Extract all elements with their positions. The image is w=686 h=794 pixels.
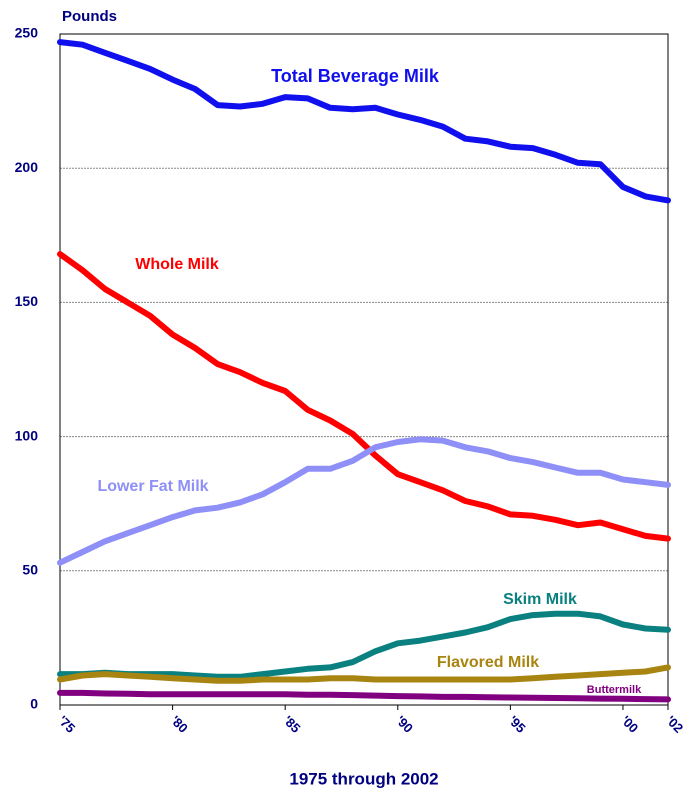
x-tick-label: '95 <box>506 713 529 736</box>
y-tick-label: 0 <box>30 696 38 712</box>
series-label: Flavored Milk <box>437 654 539 671</box>
x-axis-label: 1975 through 2002 <box>289 769 438 788</box>
y-tick-label: 100 <box>15 427 39 443</box>
plot-frame <box>59 33 669 706</box>
x-tick-label: '00 <box>618 713 641 736</box>
series-label: Lower Fat Milk <box>97 478 208 495</box>
series-line <box>57 610 671 680</box>
x-tick-label: '02 <box>663 713 686 736</box>
series-line <box>57 436 671 566</box>
series-label: Buttermilk <box>587 684 642 696</box>
y-tick-label: 50 <box>22 562 38 578</box>
series-label: Total Beverage Milk <box>271 66 440 86</box>
series-line <box>57 689 671 703</box>
x-tick-label: '90 <box>393 713 416 736</box>
series-label: Whole Milk <box>135 256 219 273</box>
x-tick-label: '85 <box>280 713 303 736</box>
series-line <box>57 39 671 204</box>
series-line <box>57 251 671 542</box>
y-tick-label: 250 <box>15 25 39 41</box>
y-tick-label: 150 <box>15 293 39 309</box>
series-label: Skim Milk <box>503 591 577 608</box>
x-tick-label: '80 <box>168 713 191 736</box>
series-line <box>57 664 671 684</box>
x-tick-label: '75 <box>55 713 78 736</box>
y-tick-label: 200 <box>15 159 39 175</box>
y-axis-label: Pounds <box>62 8 117 25</box>
